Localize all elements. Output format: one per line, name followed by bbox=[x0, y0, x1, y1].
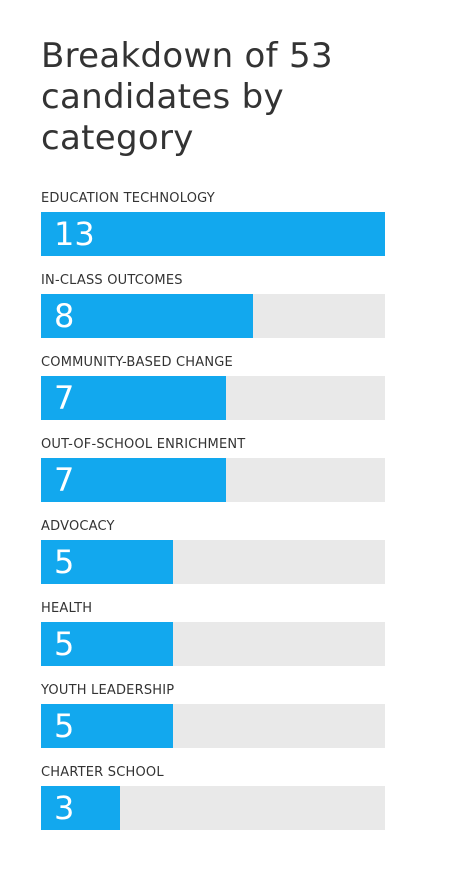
bar-track: 5 bbox=[41, 540, 385, 584]
bar-row: CHARTER SCHOOL 3 bbox=[41, 763, 385, 845]
bar-row: COMMUNITY-BASED CHANGE 7 bbox=[41, 353, 385, 435]
value-label: 13 bbox=[54, 215, 95, 253]
category-label: HEALTH bbox=[41, 601, 93, 616]
value-label: 3 bbox=[54, 789, 75, 827]
category-label: YOUTH LEADERSHIP bbox=[41, 683, 175, 698]
value-label: 5 bbox=[54, 625, 75, 663]
bar bbox=[41, 540, 173, 584]
value-label: 5 bbox=[54, 707, 75, 745]
category-label: COMMUNITY-BASED CHANGE bbox=[41, 355, 233, 370]
category-label: OUT-OF-SCHOOL ENRICHMENT bbox=[41, 437, 246, 452]
category-label: IN-CLASS OUTCOMES bbox=[41, 273, 183, 288]
bar bbox=[41, 458, 226, 502]
category-label: EDUCATION TECHNOLOGY bbox=[41, 191, 215, 206]
value-label: 7 bbox=[54, 461, 75, 499]
bar-track: 5 bbox=[41, 622, 385, 666]
bar bbox=[41, 786, 120, 830]
bar-row: HEALTH 5 bbox=[41, 599, 385, 681]
bar-row: IN-CLASS OUTCOMES 8 bbox=[41, 271, 385, 353]
bar bbox=[41, 376, 226, 420]
bar bbox=[41, 294, 253, 338]
category-label: ADVOCACY bbox=[41, 519, 115, 534]
bar-track: 8 bbox=[41, 294, 385, 338]
bar-rows: EDUCATION TECHNOLOGY 13 IN-CLASS OUTCOMES 8… bbox=[41, 189, 385, 845]
bar-row: OUT-OF-SCHOOL ENRICHMENT 7 bbox=[41, 435, 385, 517]
bar-track: 7 bbox=[41, 376, 385, 420]
bar bbox=[41, 704, 173, 748]
bar-track: 7 bbox=[41, 458, 385, 502]
bar-row: YOUTH LEADERSHIP 5 bbox=[41, 681, 385, 763]
value-label: 8 bbox=[54, 297, 75, 335]
chart-title: Breakdown of 53 candidates by category bbox=[41, 36, 333, 158]
bar bbox=[41, 212, 385, 256]
bar bbox=[41, 622, 173, 666]
bar-row: ADVOCACY 5 bbox=[41, 517, 385, 599]
value-label: 5 bbox=[54, 543, 75, 581]
bar-row: EDUCATION TECHNOLOGY 13 bbox=[41, 189, 385, 271]
bar-track: 13 bbox=[41, 212, 385, 256]
bar-track: 3 bbox=[41, 786, 385, 830]
bar-track: 5 bbox=[41, 704, 385, 748]
category-label: CHARTER SCHOOL bbox=[41, 765, 164, 780]
value-label: 7 bbox=[54, 379, 75, 417]
